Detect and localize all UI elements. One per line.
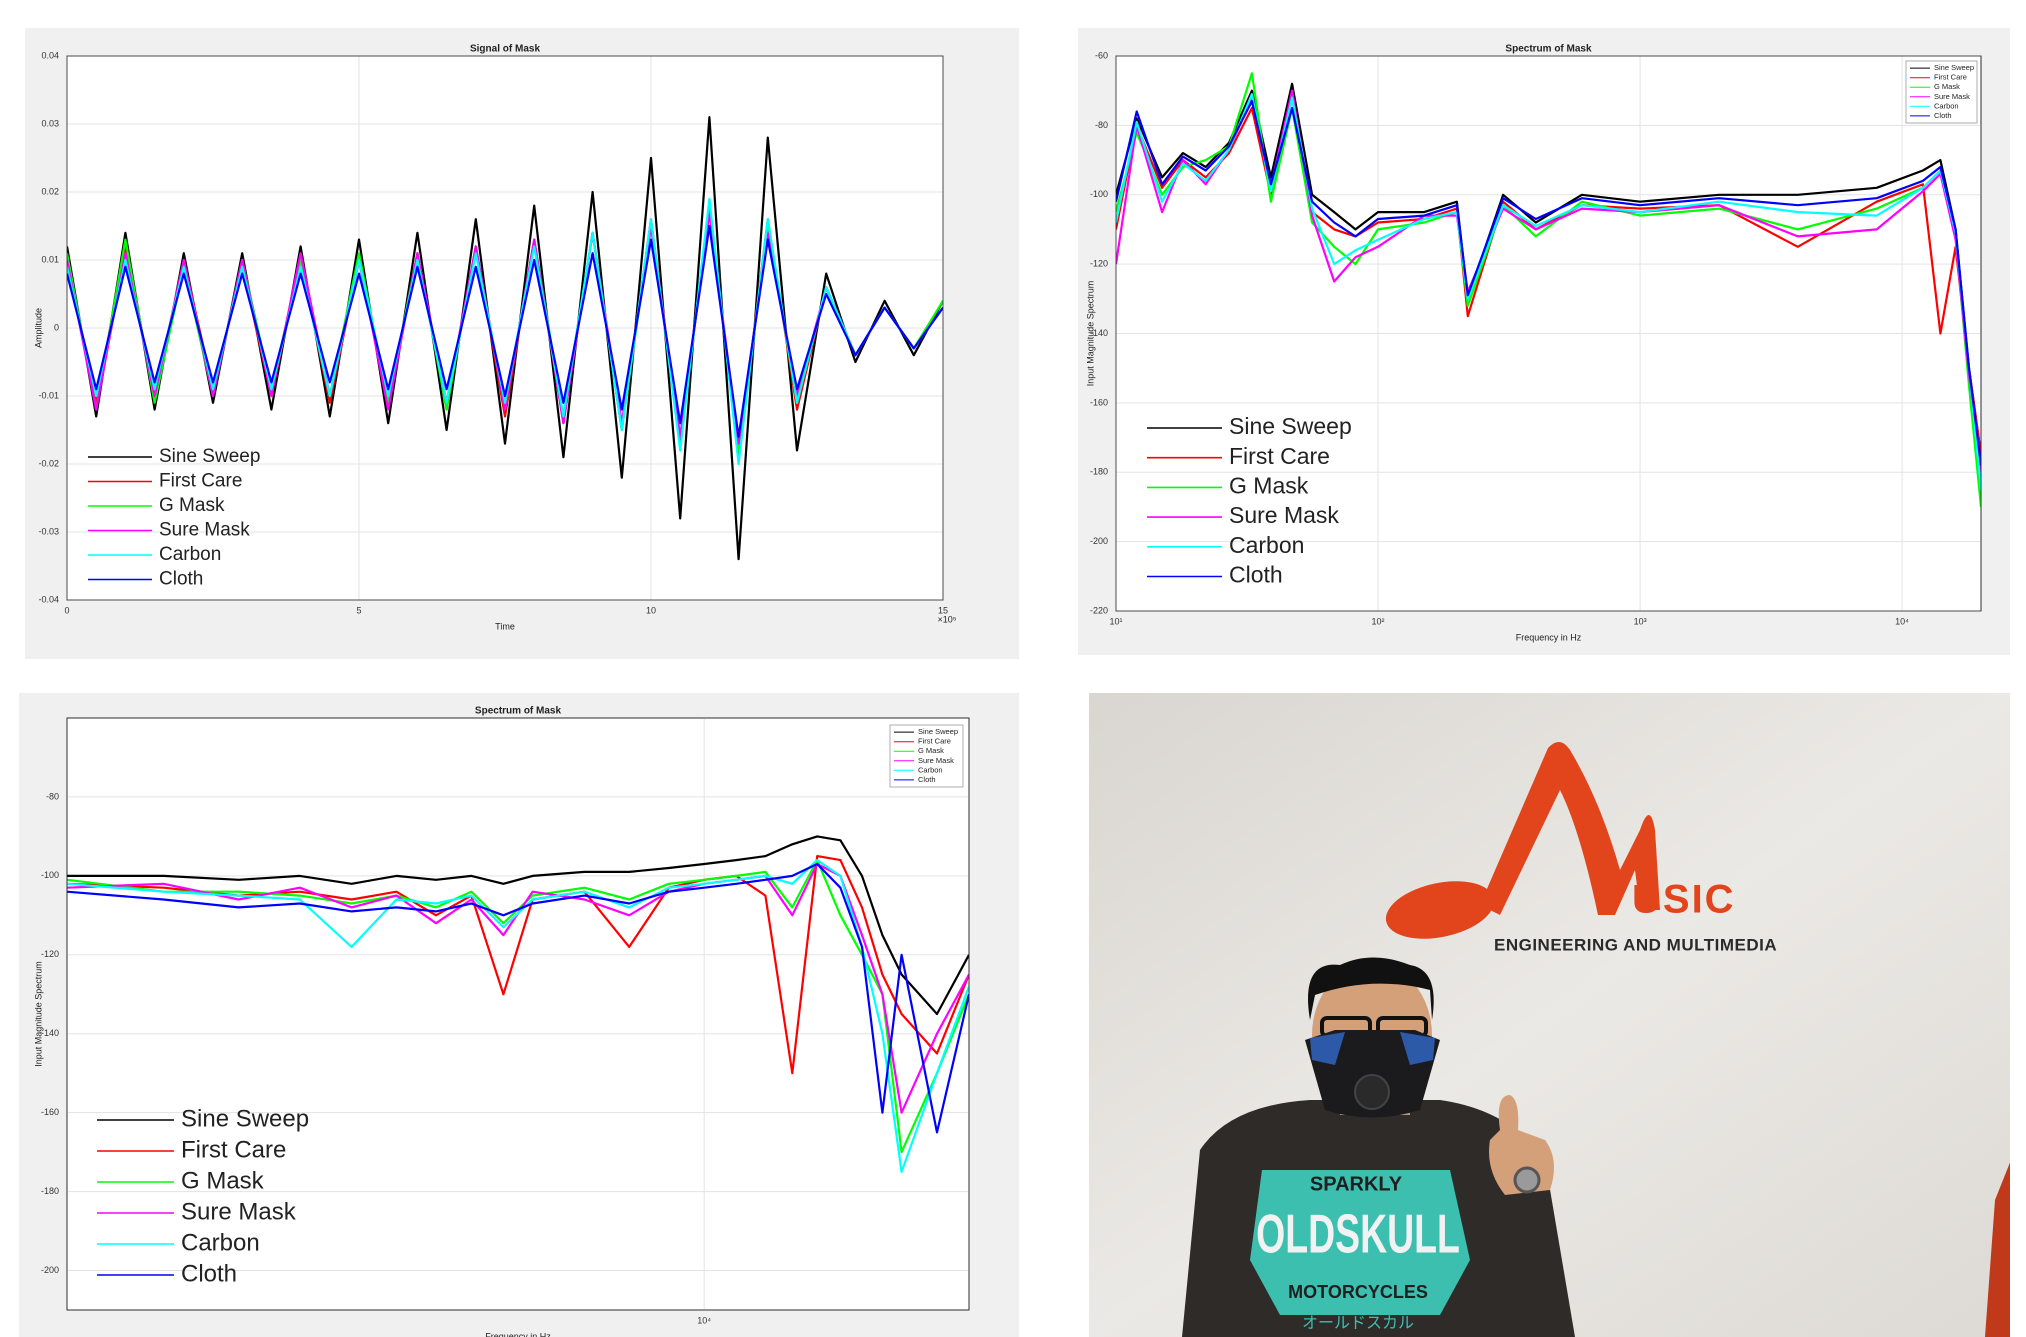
y-axis-label: Amplitude xyxy=(33,308,43,348)
legend-label: G Mask xyxy=(1229,472,1309,498)
legend-label: G Mask xyxy=(1934,82,1960,91)
y-tick-label: -120 xyxy=(41,949,59,959)
y-tick-label: -180 xyxy=(1090,467,1108,477)
legend-label: G Mask xyxy=(918,746,944,755)
x-tick-label: 0 xyxy=(64,605,69,615)
legend-label: Sure Mask xyxy=(918,756,954,765)
shirt-text-main: OLDSKULL xyxy=(1256,1203,1460,1264)
y-tick-label: -60 xyxy=(1095,50,1108,60)
legend-label: G Mask xyxy=(159,495,225,516)
legend-label: First Care xyxy=(918,737,951,746)
legend-label: Sine Sweep xyxy=(918,727,958,736)
legend-label: Carbon xyxy=(159,544,221,565)
y-tick-label: -0.02 xyxy=(38,458,59,468)
y-tick-label: -0.01 xyxy=(38,390,59,400)
chart-title: Spectrum of Mask xyxy=(1505,44,1592,55)
logo-text: USIC xyxy=(1632,878,1736,922)
x-tick-label: 10³ xyxy=(1634,616,1647,626)
y-tick-label: -80 xyxy=(46,791,59,801)
legend-label: Sine Sweep xyxy=(1229,413,1352,439)
watch xyxy=(1515,1168,1539,1192)
chart-title: Spectrum of Mask xyxy=(475,706,562,717)
y-tick-label: -180 xyxy=(41,1186,59,1196)
shirt-text-bottom: MOTORCYCLES xyxy=(1288,1282,1428,1302)
shirt-text-top: SPARKLY xyxy=(1310,1173,1403,1195)
legend-label: Sure Mask xyxy=(1934,92,1970,101)
y-axis-label: Input Magnitude Spectrum xyxy=(1085,281,1095,387)
legend-label: Cloth xyxy=(918,775,936,784)
page: -0.04 -0.03 -0.02 -0.01 0 0.01 0.02 0.03 0.04 0 5 1… xyxy=(0,0,2026,1337)
legend-label: Cloth xyxy=(159,569,203,590)
legend-label: Sure Mask xyxy=(181,1198,297,1225)
x-axis-label: Frequency in Hz xyxy=(485,1331,551,1337)
legend-label: Sure Mask xyxy=(1229,502,1339,528)
legend-label: Sure Mask xyxy=(159,520,250,541)
x-multiplier: ×10⁵ xyxy=(938,614,957,624)
legend-label: Cloth xyxy=(1229,562,1283,588)
y-tick-label: 0.04 xyxy=(41,50,59,60)
legend-label: Sine Sweep xyxy=(1934,63,1974,72)
y-tick-label: -220 xyxy=(1090,605,1108,615)
legend-label: Carbon xyxy=(1934,101,1959,110)
legend-label: Carbon xyxy=(181,1229,260,1256)
y-tick-label: -120 xyxy=(1090,259,1108,269)
x-tick-label: 10¹ xyxy=(1109,616,1122,626)
legend-label: Carbon xyxy=(918,765,943,774)
y-tick-label: -0.03 xyxy=(38,526,59,536)
y-tick-label: -100 xyxy=(1090,189,1108,199)
y-tick-label: -160 xyxy=(1090,397,1108,407)
y-axis-label: Input Magnitude Spectrum xyxy=(33,961,43,1067)
chart-title: Signal of Mask xyxy=(470,44,540,55)
x-tick-label: 5 xyxy=(356,605,361,615)
chart: -0.04 -0.03 -0.02 -0.01 0 0.01 0.02 0.03 0.04 0 5 1… xyxy=(25,28,1019,659)
x-tick-label: 10⁴ xyxy=(697,1315,711,1325)
legend-label: Cloth xyxy=(1934,111,1952,120)
x-tick-label: 10⁴ xyxy=(1895,616,1909,626)
y-tick-label: 0.02 xyxy=(41,186,59,196)
mask-valve xyxy=(1355,1075,1389,1109)
y-tick-label: -100 xyxy=(41,870,59,880)
x-axis-label: Frequency in Hz xyxy=(1516,632,1582,642)
shirt-text-jp: オールドスカル xyxy=(1302,1315,1414,1332)
y-tick-label: -80 xyxy=(1095,120,1108,130)
y-tick-label: -200 xyxy=(41,1265,59,1275)
y-tick-label: 0.01 xyxy=(41,254,59,264)
legend-label: Sine Sweep xyxy=(159,446,260,467)
legend-label: First Care xyxy=(1229,443,1330,469)
y-tick-label: 0.03 xyxy=(41,118,59,128)
y-tick-label: -0.04 xyxy=(38,594,59,604)
legend-label: G Mask xyxy=(181,1167,265,1194)
legend-label: Sine Sweep xyxy=(181,1105,309,1132)
legend-label: Cloth xyxy=(181,1260,237,1287)
x-tick-label: 10² xyxy=(1372,616,1385,626)
logo-subtitle: ENGINEERING AND MULTIMEDIA xyxy=(1494,935,1777,954)
x-axis-label: Time xyxy=(495,621,515,631)
y-tick-label: -160 xyxy=(41,1107,59,1117)
y-tick-label: -200 xyxy=(1090,536,1108,546)
y-tick-label: 0 xyxy=(54,322,59,332)
x-tick-label: 10 xyxy=(646,605,656,615)
y-tick-label: -140 xyxy=(41,1028,59,1038)
legend-label: First Care xyxy=(1934,73,1967,82)
chart: -200 -180 -160 -140 -120 -100 -80 10⁴ Spectrum o… xyxy=(19,693,1019,1337)
legend-label: First Care xyxy=(159,471,242,492)
legend-label: First Care xyxy=(181,1136,286,1163)
legend-label: Carbon xyxy=(1229,532,1304,558)
photo: USIC ENGINEERING AND MULTIMEDIA SPARKLY … xyxy=(1089,693,2015,1337)
